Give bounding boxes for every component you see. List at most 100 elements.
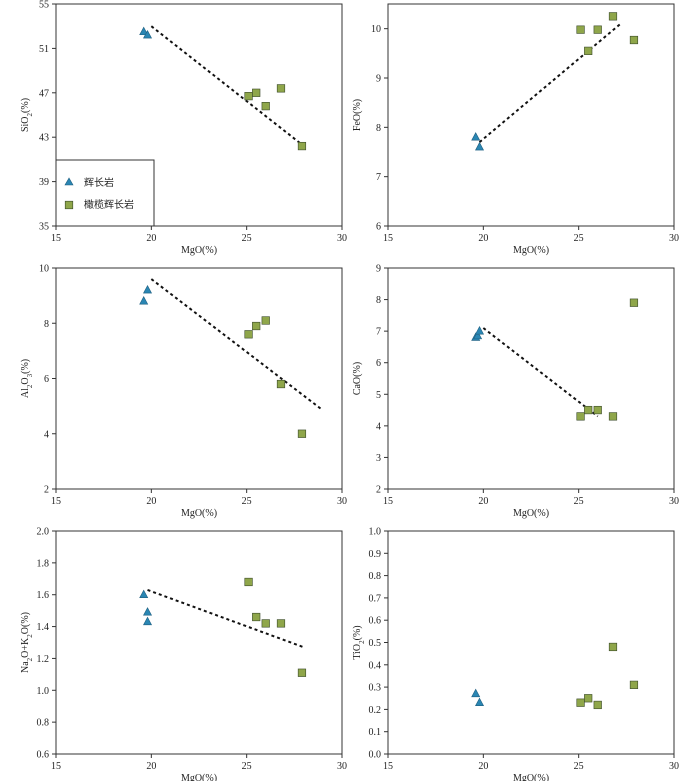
x-tick-label: 15 bbox=[51, 496, 61, 507]
plot-frame bbox=[387, 267, 675, 490]
y-tick-label: 8 bbox=[376, 295, 381, 306]
y-tick-label: 10 bbox=[371, 24, 381, 35]
plot-frame bbox=[55, 3, 343, 227]
olivine-gabbro-point bbox=[297, 429, 307, 438]
olivine-gabbro-point bbox=[608, 12, 618, 21]
chart-al2o3: 15 20 25 30 2 4 6 8 10 MgO(%) Al2O3(%) bbox=[20, 264, 347, 520]
y-tick-label: 10 bbox=[39, 264, 49, 275]
olivine-gabbro-point bbox=[593, 405, 602, 415]
legend-olivine-gabbro-label: 橄榄辉长岩 bbox=[84, 198, 134, 211]
trend-line bbox=[482, 327, 599, 418]
x-tick-label: 25 bbox=[574, 233, 584, 244]
olivine-gabbro-point bbox=[608, 412, 618, 421]
x-tick-label: 15 bbox=[51, 233, 61, 244]
y-axis-label: SiO2(%) bbox=[20, 98, 34, 132]
olivine-gabbro-point bbox=[244, 92, 253, 101]
olivine-gabbro-point bbox=[584, 405, 593, 415]
legend-box bbox=[55, 159, 155, 227]
y-tick-label: 7 bbox=[376, 172, 381, 183]
olivine-gabbro-point bbox=[576, 698, 585, 707]
y-tick-label: 4 bbox=[44, 429, 49, 440]
olivine-gabbro-point bbox=[297, 668, 307, 677]
gabbro-point bbox=[139, 296, 149, 305]
olivine-gabbro-point bbox=[297, 141, 307, 151]
olivine-gabbro-point bbox=[276, 379, 286, 389]
olivine-gabbro-point bbox=[593, 25, 602, 34]
x-tick-label: 30 bbox=[669, 233, 679, 244]
y-axis-label: Al2O3(%) bbox=[20, 359, 34, 398]
trend-line bbox=[150, 25, 305, 147]
gabbro-point bbox=[143, 616, 153, 626]
olivine-gabbro-point bbox=[629, 35, 639, 45]
y-tick-label: 9 bbox=[376, 264, 381, 275]
y-tick-label: 6 bbox=[376, 358, 381, 369]
olivine-gabbro-point bbox=[244, 577, 253, 587]
olivine-gabbro-point bbox=[576, 25, 585, 34]
y-tick-label: 0.0 bbox=[369, 750, 382, 761]
x-tick-label: 15 bbox=[383, 233, 393, 244]
x-axis-label: MgO(%) bbox=[513, 508, 549, 519]
plot-frame bbox=[55, 267, 343, 490]
x-tick-label: 30 bbox=[337, 496, 347, 507]
y-tick-label: 0.4 bbox=[369, 660, 382, 671]
y-tick-label: 1.6 bbox=[37, 590, 50, 601]
x-tick-label: 20 bbox=[146, 496, 156, 507]
olivine-gabbro-point bbox=[576, 412, 585, 421]
olivine-gabbro-point bbox=[584, 46, 593, 55]
x-tick-label: 30 bbox=[669, 496, 679, 507]
y-tick-label: 2 bbox=[376, 485, 381, 496]
olivine-gabbro-point bbox=[608, 642, 618, 652]
y-tick-label: 8 bbox=[44, 319, 49, 330]
gabbro-point bbox=[475, 141, 485, 151]
y-tick-label: 0.3 bbox=[369, 683, 382, 694]
olivine-gabbro-point bbox=[244, 330, 253, 339]
x-axis-label: MgO(%) bbox=[181, 508, 217, 519]
x-axis-label: MgO(%) bbox=[513, 245, 549, 256]
x-tick-label: 25 bbox=[574, 496, 584, 507]
y-tick-label: 0.2 bbox=[369, 705, 382, 716]
y-tick-label: 1.4 bbox=[37, 622, 50, 633]
chart-tio2: 15 20 25 30 0.0 0.1 0.2 0.3 0.4 0.5 0.6 0.7 0.8 0.9 1.… bbox=[352, 527, 679, 781]
y-axis-label: FeO(%) bbox=[352, 99, 363, 131]
y-tick-label: 0.8 bbox=[37, 718, 50, 729]
olivine-gabbro-point bbox=[261, 316, 270, 325]
trend-line bbox=[150, 278, 322, 410]
chart-sio2: 15 20 25 30 35 39 43 47 51 55 MgO(%) SiO2(%) 辉长岩橄榄辉长… bbox=[20, 0, 347, 256]
gabbro-point bbox=[143, 607, 153, 616]
gabbro-point bbox=[475, 326, 485, 335]
plot-frame bbox=[55, 530, 343, 755]
y-tick-label: 47 bbox=[39, 88, 49, 99]
x-tick-label: 30 bbox=[337, 761, 347, 772]
y-tick-label: 4 bbox=[376, 421, 381, 432]
olivine-gabbro-point bbox=[584, 694, 593, 703]
gabbro-point bbox=[139, 589, 149, 599]
olivine-gabbro-point bbox=[593, 700, 602, 710]
plot-frame bbox=[387, 3, 675, 227]
x-tick-label: 25 bbox=[242, 761, 252, 772]
gabbro-point bbox=[471, 132, 481, 141]
olivine-gabbro-point bbox=[629, 680, 639, 689]
y-tick-label: 35 bbox=[39, 222, 49, 233]
y-tick-label: 2 bbox=[44, 485, 49, 496]
chart-cao: 15 20 25 30 2 3 4 5 6 7 8 9 MgO(%) CaO(%) bbox=[352, 264, 679, 520]
legend-gabbro-label: 辉长岩 bbox=[84, 176, 114, 189]
y-tick-label: 51 bbox=[39, 44, 49, 55]
y-tick-label: 6 bbox=[376, 222, 381, 233]
x-tick-label: 25 bbox=[242, 496, 252, 507]
y-tick-label: 0.6 bbox=[37, 750, 50, 761]
y-tick-label: 8 bbox=[376, 123, 381, 134]
y-tick-label: 7 bbox=[376, 327, 381, 338]
gabbro-point bbox=[471, 688, 481, 698]
x-tick-label: 15 bbox=[383, 496, 393, 507]
x-tick-label: 15 bbox=[383, 761, 393, 772]
x-tick-label: 20 bbox=[478, 233, 488, 244]
x-tick-label: 20 bbox=[146, 233, 156, 244]
x-tick-label: 20 bbox=[146, 761, 156, 772]
chart-alkali: 15 20 25 30 0.6 0.8 1.0 1.2 1.4 1.6 1.8 2.0 MgO(%) Na… bbox=[20, 527, 347, 781]
y-tick-label: 0.8 bbox=[369, 571, 382, 582]
gabbro-point bbox=[475, 697, 485, 707]
plot-frame bbox=[387, 530, 675, 755]
x-tick-label: 15 bbox=[51, 761, 61, 772]
